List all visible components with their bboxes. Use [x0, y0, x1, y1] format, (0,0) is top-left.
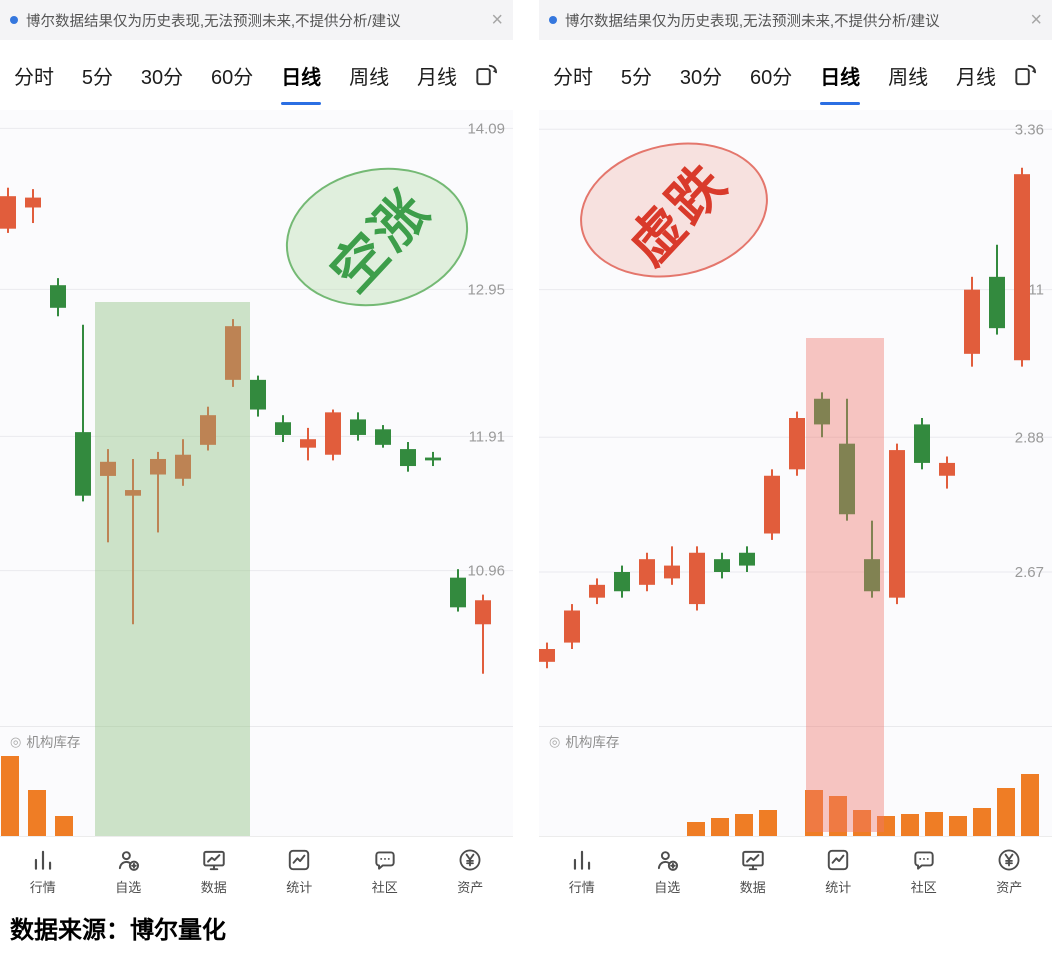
timeframe-tabbar: 分时 5分 30分 60分 日线 周线 月线 [0, 40, 513, 110]
rotate-screen-icon[interactable] [473, 62, 499, 88]
svg-text:2.67: 2.67 [1015, 564, 1044, 581]
indicator-bars [687, 774, 1039, 836]
tab-30分[interactable]: 30分 [679, 66, 723, 89]
chat-bubble-icon [911, 847, 937, 873]
tab-5分[interactable]: 5分 [81, 66, 114, 89]
stats-chart-icon [286, 847, 312, 873]
nav-item-自选[interactable]: 自选 [625, 837, 711, 905]
indicator-icon: ◎ [10, 733, 22, 749]
bottom-nav: 行情 自选 数据 统计 社区 资产 [539, 836, 1052, 905]
candlestick-plot: 3.363.112.882.67 [539, 121, 1052, 669]
nav-label: 数据 [739, 879, 766, 895]
stats-chart-icon [825, 847, 851, 873]
user-plus-icon [115, 847, 141, 873]
monitor-chart-icon [740, 847, 766, 873]
indicator-panel: ◎ 机构库存 [0, 726, 513, 836]
nav-item-统计[interactable]: 统计 [796, 837, 882, 905]
nav-item-行情[interactable]: 行情 [0, 837, 86, 905]
svg-text:14.09: 14.09 [467, 120, 505, 137]
indicator-icon: ◎ [549, 733, 561, 749]
tab-月线[interactable]: 月线 [416, 66, 457, 89]
indicator-label: 机构库存 [26, 735, 81, 750]
nav-item-社区[interactable]: 社区 [342, 837, 428, 905]
tab-30分[interactable]: 30分 [140, 66, 184, 89]
svg-text:10.96: 10.96 [467, 563, 505, 580]
nav-label: 自选 [115, 879, 142, 895]
bottom-nav: 行情 自选 数据 统计 社区 资产 [0, 836, 513, 905]
close-icon[interactable]: × [1030, 9, 1042, 31]
svg-text:11.91: 11.91 [469, 428, 505, 445]
tab-分时[interactable]: 分时 [553, 66, 593, 89]
tab-周线[interactable]: 周线 [888, 66, 929, 89]
monitor-chart-icon [201, 847, 227, 873]
tab-60分[interactable]: 60分 [211, 66, 254, 89]
nav-item-资产[interactable]: 资产 [967, 837, 1052, 905]
disclaimer-bar: 博尔数据结果仅为历史表现,无法预测未来,不提供分析/建议 × [539, 0, 1052, 40]
nav-label: 行情 [29, 879, 56, 895]
nav-label: 资产 [457, 879, 484, 895]
tab-60分[interactable]: 60分 [750, 66, 793, 89]
indicator-header: ◎ 机构库存 [539, 727, 1052, 751]
nav-item-资产[interactable]: 资产 [428, 837, 514, 905]
data-source-caption: 数据来源：博尔量化 [10, 917, 226, 944]
chat-bubble-icon [372, 847, 398, 873]
nav-label: 社区 [910, 879, 937, 895]
rotate-screen-icon[interactable] [1012, 62, 1038, 88]
svg-text:2.88: 2.88 [1015, 429, 1044, 446]
nav-item-社区[interactable]: 社区 [881, 837, 967, 905]
nav-label: 数据 [200, 879, 227, 895]
nav-label: 资产 [996, 879, 1023, 895]
stock-chart-panel-left: 博尔数据结果仅为历史表现,无法预测未来,不提供分析/建议 × 分时 5分 30分 60… [0, 0, 513, 905]
nav-label: 社区 [371, 879, 398, 895]
notice-dot-icon [549, 16, 557, 24]
indicator-label: 机构库存 [565, 735, 620, 750]
nav-item-数据[interactable]: 数据 [171, 837, 257, 905]
yen-circle-icon [457, 847, 483, 873]
nav-item-统计[interactable]: 统计 [257, 837, 343, 905]
yen-circle-icon [996, 847, 1022, 873]
close-icon[interactable]: × [491, 9, 503, 31]
timeframe-tabbar: 分时 5分 30分 60分 日线 周线 月线 [539, 40, 1052, 110]
market-bars-icon [569, 847, 595, 873]
user-plus-icon [654, 847, 680, 873]
svg-text:3.36: 3.36 [1015, 121, 1044, 138]
disclaimer-text: 博尔数据结果仅为历史表现,无法预测未来,不提供分析/建议 [26, 13, 401, 30]
nav-item-行情[interactable]: 行情 [539, 837, 625, 905]
tab-5分[interactable]: 5分 [620, 66, 653, 89]
tab-周线[interactable]: 周线 [349, 66, 390, 89]
candlestick-plot: 14.09 12.95 11.91 10.96 [0, 120, 513, 674]
market-bars-icon [30, 847, 56, 873]
indicator-bars [1, 756, 73, 836]
nav-item-自选[interactable]: 自选 [86, 837, 172, 905]
disclaimer-text: 博尔数据结果仅为历史表现,无法预测未来,不提供分析/建议 [565, 13, 940, 30]
nav-label: 自选 [654, 879, 681, 895]
svg-text:12.95: 12.95 [467, 281, 505, 298]
tab-分时[interactable]: 分时 [14, 66, 54, 89]
disclaimer-bar: 博尔数据结果仅为历史表现,无法预测未来,不提供分析/建议 × [0, 0, 513, 40]
nav-label: 统计 [825, 879, 852, 895]
indicator-header: ◎ 机构库存 [0, 727, 513, 751]
candlestick-chart[interactable]: 14.09 12.95 11.91 10.96 [0, 110, 513, 726]
nav-label: 统计 [286, 879, 313, 895]
indicator-panel: ◎ 机构库存 [539, 726, 1052, 836]
timeframe-tabs: 分时 5分 30分 60分 日线 周线 月线 [553, 61, 996, 90]
candlestick-chart[interactable]: 3.363.112.882.67 [539, 110, 1052, 726]
tab-日线[interactable]: 日线 [281, 61, 321, 90]
nav-item-数据[interactable]: 数据 [710, 837, 796, 905]
tab-日线[interactable]: 日线 [820, 61, 860, 90]
notice-dot-icon [10, 16, 18, 24]
tab-月线[interactable]: 月线 [955, 66, 996, 89]
nav-label: 行情 [568, 879, 595, 895]
stock-chart-panel-right: 博尔数据结果仅为历史表现,无法预测未来,不提供分析/建议 × 分时 5分 30分 60… [539, 0, 1052, 905]
timeframe-tabs: 分时 5分 30分 60分 日线 周线 月线 [14, 61, 457, 90]
